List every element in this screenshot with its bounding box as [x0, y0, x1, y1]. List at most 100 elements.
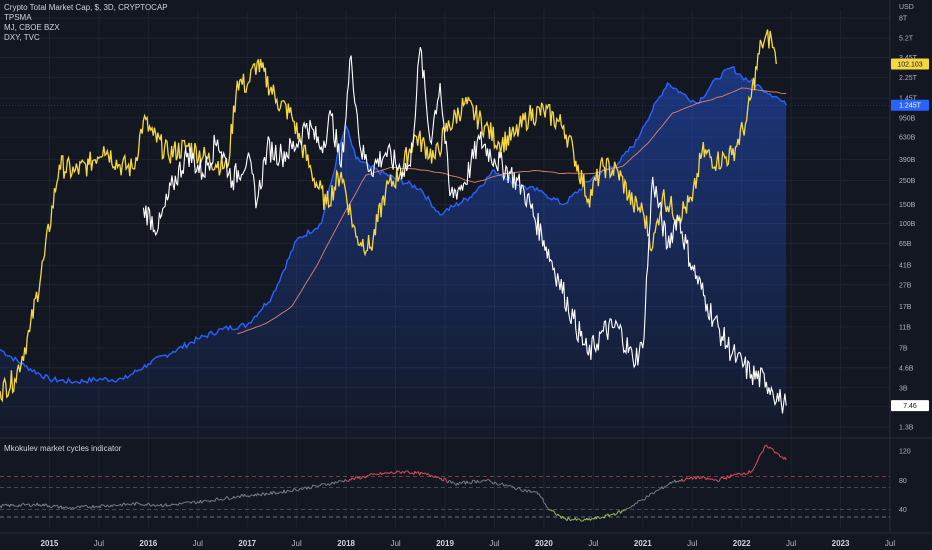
oscillator-title[interactable]: Mkokulev market cycles indicator — [4, 444, 122, 453]
oscillator-segment — [125, 503, 127, 506]
oscillator-segment — [415, 471, 418, 474]
oscillator-segment — [103, 504, 106, 507]
y-tick-label: 8T — [899, 16, 908, 23]
time-axis[interactable]: 2015 Jul 2016 Jul 2017 Jul 2018 Jul 2019 Jul 2020 J… — [41, 539, 896, 548]
price-label-dxy: 7.46 — [891, 400, 929, 412]
legend-main-series[interactable]: Crypto Total Market Cap, $, 3D, CRYPTOCA… — [4, 3, 168, 12]
oscillator-segment — [66, 506, 69, 509]
oscillator-segment — [512, 486, 515, 489]
oscillator-segment — [487, 479, 490, 481]
oscillator-segment — [139, 503, 142, 506]
oscillator-segment — [126, 503, 128, 505]
oscillator-segment — [148, 503, 151, 506]
oscillator-segment — [373, 473, 375, 475]
oscillator-segment — [344, 479, 347, 481]
oscillator-segment — [756, 458, 759, 462]
oscillator-segment — [648, 493, 651, 497]
x-tick-label: Jul — [786, 539, 796, 548]
oscillator-segment — [501, 482, 504, 486]
oscillator-segment — [616, 510, 619, 514]
oscillator-segment — [196, 501, 199, 503]
y-tick-label: 41B — [899, 263, 912, 270]
oscillator-segment — [589, 518, 593, 521]
y-tick-label: 950B — [899, 115, 916, 122]
oscillator-segment — [495, 483, 499, 486]
oscillator-segment — [640, 499, 643, 501]
oscillator-plot[interactable] — [0, 444, 890, 522]
oscillator-segment — [294, 488, 297, 491]
y-tick-label: 1.45T — [899, 96, 918, 103]
oscillator-segment — [381, 472, 384, 476]
x-tick-label: 2017 — [238, 539, 256, 548]
oscillator-segment — [302, 487, 305, 490]
price-axis[interactable]: 8T 5.2T 3.45T 2.25T 1.45T 950B 630B 390B 250B 150… — [899, 4, 918, 514]
oscillator-segment — [427, 473, 430, 476]
legend-tpsma[interactable]: TPSMA — [4, 13, 32, 22]
oscillator-segment — [219, 498, 222, 501]
oscillator-segment — [283, 489, 286, 494]
oscillator-segment — [753, 465, 756, 469]
oscillator-segment — [491, 481, 494, 485]
oscillator-segment — [649, 492, 652, 495]
oscillator-segment — [720, 476, 722, 479]
oscillator-segment — [467, 482, 470, 484]
oscillator-segment — [64, 506, 67, 509]
oscillator-segment — [421, 472, 424, 475]
oscillator-segment — [765, 444, 769, 448]
osc-tick-label: 40 — [899, 507, 907, 514]
oscillator-segment — [757, 455, 760, 459]
oscillator-segment — [191, 500, 194, 503]
legend-dxy[interactable]: DXY, TVC — [4, 33, 40, 42]
oscillator-segment — [121, 503, 124, 507]
oscillator-segment — [543, 502, 546, 505]
oscillator-segment — [246, 495, 249, 497]
oscillator-segment — [511, 485, 514, 488]
oscillator-segment — [762, 447, 765, 452]
oscillator-segment — [72, 507, 75, 510]
x-tick-label: 2016 — [139, 539, 157, 548]
oscillator-segment — [244, 493, 247, 497]
oscillator-segment — [636, 500, 639, 504]
oscillator-segment — [95, 505, 97, 508]
oscillator-segment — [30, 505, 33, 508]
legend-mj[interactable]: MJ, CBOE BZX — [4, 23, 60, 32]
oscillator-segment — [250, 494, 252, 496]
y-tick-label: 4.6B — [899, 365, 914, 372]
oscillator-segment — [52, 504, 55, 508]
oscillator-segment — [759, 453, 762, 456]
oscillator-segment — [434, 475, 437, 478]
oscillator-segment — [233, 495, 236, 499]
oscillator-segment — [111, 504, 114, 507]
oscillator-segment — [151, 504, 154, 507]
oscillator-segment — [524, 488, 527, 491]
oscillator-segment — [12, 504, 15, 507]
oscillator-segment — [260, 492, 263, 497]
osc-tick-label: 80 — [899, 478, 907, 485]
oscillator-segment — [620, 510, 623, 514]
oscillator-segment — [114, 504, 116, 506]
oscillator-segment — [45, 503, 48, 506]
oscillator-segment — [21, 503, 24, 506]
x-tick-label: 2018 — [337, 539, 355, 548]
oscillator-segment — [670, 481, 673, 484]
oscillator-segment — [538, 493, 541, 497]
oscillator-segment — [481, 479, 484, 482]
oscillator-segment — [383, 472, 386, 474]
oscillator-segment — [166, 504, 169, 507]
oscillator-segment — [50, 506, 52, 508]
main-plot[interactable] — [0, 29, 787, 438]
y-tick-label: 3.45T — [899, 55, 918, 62]
x-tick-label: Jul — [193, 539, 203, 548]
oscillator-segment — [310, 487, 312, 490]
oscillator-segment — [134, 502, 137, 506]
oscillator-segment — [603, 514, 606, 519]
oscillator-segment — [317, 485, 320, 487]
oscillator-segment — [688, 477, 691, 480]
oscillator-segment — [33, 503, 36, 506]
x-tick-label: 2021 — [634, 539, 652, 548]
market-cap-area — [0, 66, 787, 438]
oscillator-segment — [430, 475, 432, 477]
oscillator-segment — [718, 478, 721, 482]
oscillator-segment — [320, 483, 323, 485]
x-tick-label: Jul — [390, 539, 400, 548]
